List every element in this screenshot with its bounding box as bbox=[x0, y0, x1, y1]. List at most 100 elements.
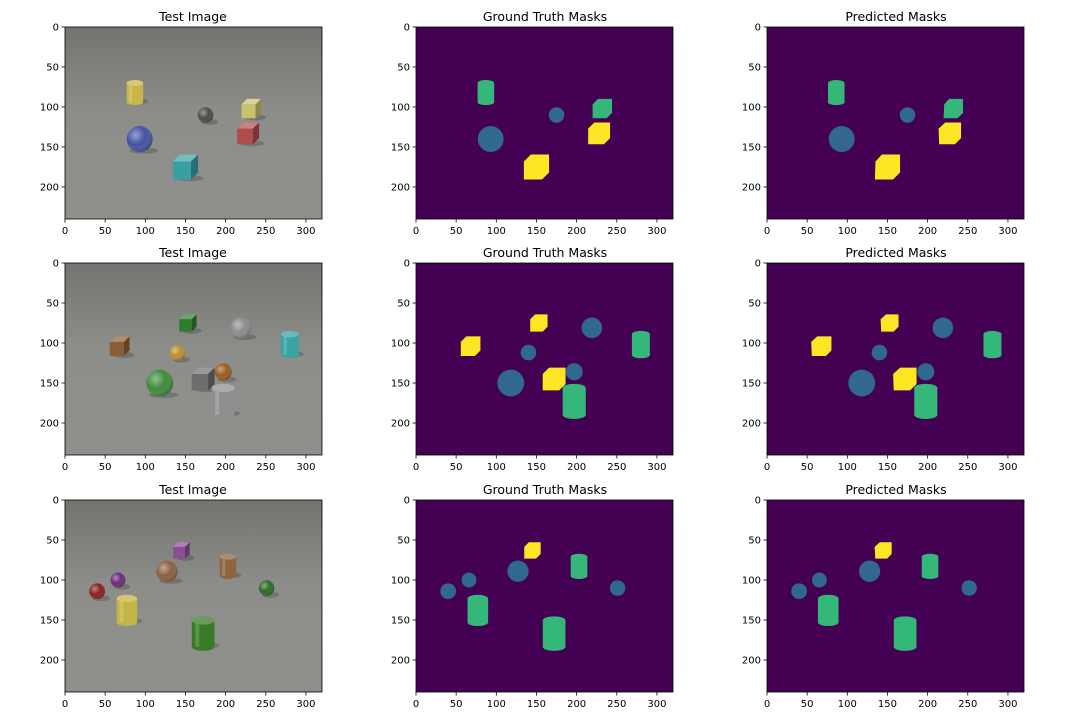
y-tick-label: 100 bbox=[40, 339, 59, 350]
sphere-shading bbox=[214, 363, 232, 381]
y-tick-label: 200 bbox=[742, 656, 761, 667]
mask-region-cube bbox=[592, 98, 613, 119]
mask-region-sphere bbox=[961, 580, 977, 596]
y-tick-label: 150 bbox=[391, 143, 410, 154]
scene-object-sphere bbox=[169, 344, 191, 363]
mask-region-sphere bbox=[565, 363, 583, 381]
y-tick-label: 100 bbox=[40, 103, 59, 114]
sphere-shading bbox=[156, 560, 178, 582]
mask-region-sphere bbox=[477, 126, 504, 152]
mask-region-cylinder bbox=[983, 334, 1002, 356]
cylinder-body bbox=[219, 556, 237, 577]
cube-side bbox=[255, 98, 262, 119]
mask-region-sphere bbox=[507, 560, 529, 582]
panel-title: Ground Truth Masks bbox=[483, 9, 607, 24]
x-tick-label: 250 bbox=[256, 462, 275, 473]
scene-object-sphere bbox=[230, 317, 257, 341]
cylinder-top bbox=[280, 330, 299, 338]
cylinder-highlight bbox=[129, 82, 133, 103]
x-tick-label: 200 bbox=[216, 462, 235, 473]
panel-title: Predicted Masks bbox=[845, 482, 946, 497]
axes-frame bbox=[64, 262, 323, 456]
mask-region-cylinder bbox=[570, 556, 588, 577]
mask-region-sphere bbox=[848, 369, 876, 397]
mask-region-cube bbox=[524, 542, 541, 559]
x-tick-label: 50 bbox=[450, 462, 463, 473]
plot-area: 0 50 100 150 200 250 300 0 50 100 150 200 bbox=[742, 259, 1025, 473]
scene-object-cylinder bbox=[126, 80, 148, 106]
mask-region-cylinder-top bbox=[914, 383, 938, 393]
scene-object-cube bbox=[241, 98, 267, 121]
scene-object-sphere bbox=[214, 363, 237, 383]
cylinder-top bbox=[116, 594, 138, 603]
panel-row0-col1: Ground Truth Masks 0 50 100 150 200 250 300 0 50… bbox=[391, 9, 674, 237]
scene-object-sphere bbox=[197, 107, 219, 125]
mask-region-cylinder bbox=[914, 387, 938, 415]
scene-object-cylinder bbox=[280, 330, 304, 359]
mask-region-cube bbox=[938, 122, 962, 145]
y-tick-label: 0 bbox=[53, 23, 59, 34]
x-tick-label: 150 bbox=[176, 462, 195, 473]
x-tick-label: 100 bbox=[487, 226, 506, 237]
panel-title: Test Image bbox=[158, 9, 227, 24]
mask-region-cylinder-top bbox=[983, 330, 1002, 338]
cube-side bbox=[208, 367, 215, 391]
panel-title: Ground Truth Masks bbox=[483, 482, 607, 497]
x-tick-label: 250 bbox=[256, 226, 275, 237]
y-tick-label: 200 bbox=[391, 419, 410, 430]
cube-front bbox=[241, 104, 256, 119]
cube-top bbox=[179, 314, 197, 320]
mask-background bbox=[767, 263, 1024, 455]
mask-region-sphere bbox=[581, 317, 603, 339]
cube-top bbox=[237, 122, 260, 129]
mask-region-cylinder-bottom bbox=[570, 573, 588, 580]
mask-background bbox=[416, 500, 673, 692]
x-tick-label: 200 bbox=[567, 462, 586, 473]
x-tick-label: 100 bbox=[838, 699, 857, 710]
scene-object-sphere bbox=[110, 572, 131, 590]
x-tick-label: 150 bbox=[878, 462, 897, 473]
y-tick-label: 0 bbox=[404, 23, 410, 34]
cylinder-top bbox=[126, 80, 144, 86]
x-tick-label: 300 bbox=[647, 462, 666, 473]
x-tick-label: 100 bbox=[838, 462, 857, 473]
mask-region-sphere bbox=[497, 369, 525, 397]
x-tick-label: 150 bbox=[878, 226, 897, 237]
cube-front bbox=[109, 341, 124, 356]
scene-background bbox=[65, 27, 322, 219]
mask-region-cylinder bbox=[921, 556, 939, 577]
x-tick-label: 50 bbox=[99, 226, 112, 237]
x-tick-label: 300 bbox=[296, 226, 315, 237]
sphere-shading bbox=[89, 583, 105, 600]
y-tick-label: 150 bbox=[391, 379, 410, 390]
mask-region-cylinder bbox=[893, 620, 917, 647]
y-tick-label: 150 bbox=[742, 616, 761, 627]
y-tick-label: 0 bbox=[404, 259, 410, 270]
panel-row2-col2: Predicted Masks 0 50 100 150 200 250 300 0 50 100… bbox=[742, 482, 1025, 710]
x-tick-label: 0 bbox=[764, 462, 770, 473]
mask-region-sphere bbox=[811, 572, 827, 588]
x-tick-label: 50 bbox=[801, 226, 814, 237]
x-tick-label: 50 bbox=[450, 699, 463, 710]
cube-top bbox=[241, 98, 262, 105]
y-tick-label: 150 bbox=[40, 379, 59, 390]
cylinder-top bbox=[219, 553, 237, 560]
y-tick-label: 50 bbox=[46, 63, 59, 74]
sphere-shading bbox=[230, 317, 252, 339]
mask-region-cube bbox=[530, 314, 548, 332]
x-tick-label: 250 bbox=[607, 699, 626, 710]
cylinder-bottom bbox=[211, 410, 235, 419]
x-tick-label: 250 bbox=[958, 699, 977, 710]
panel-row1-col1: Ground Truth Masks 0 50 100 150 200 250 300 0 50… bbox=[391, 245, 674, 473]
x-tick-label: 0 bbox=[764, 226, 770, 237]
panel-row0-col0: Test Image 0 50 100 150 200 250 300 0 50 100 150 20… bbox=[40, 9, 323, 237]
y-tick-label: 100 bbox=[742, 339, 761, 350]
sphere-shading bbox=[169, 344, 186, 361]
mask-region-sphere bbox=[917, 363, 935, 381]
y-tick-label: 200 bbox=[391, 183, 410, 194]
mask-region-sphere bbox=[871, 344, 888, 361]
cylinder-body bbox=[191, 620, 215, 647]
x-tick-label: 200 bbox=[216, 226, 235, 237]
x-tick-label: 150 bbox=[527, 226, 546, 237]
mask-background bbox=[767, 500, 1024, 692]
